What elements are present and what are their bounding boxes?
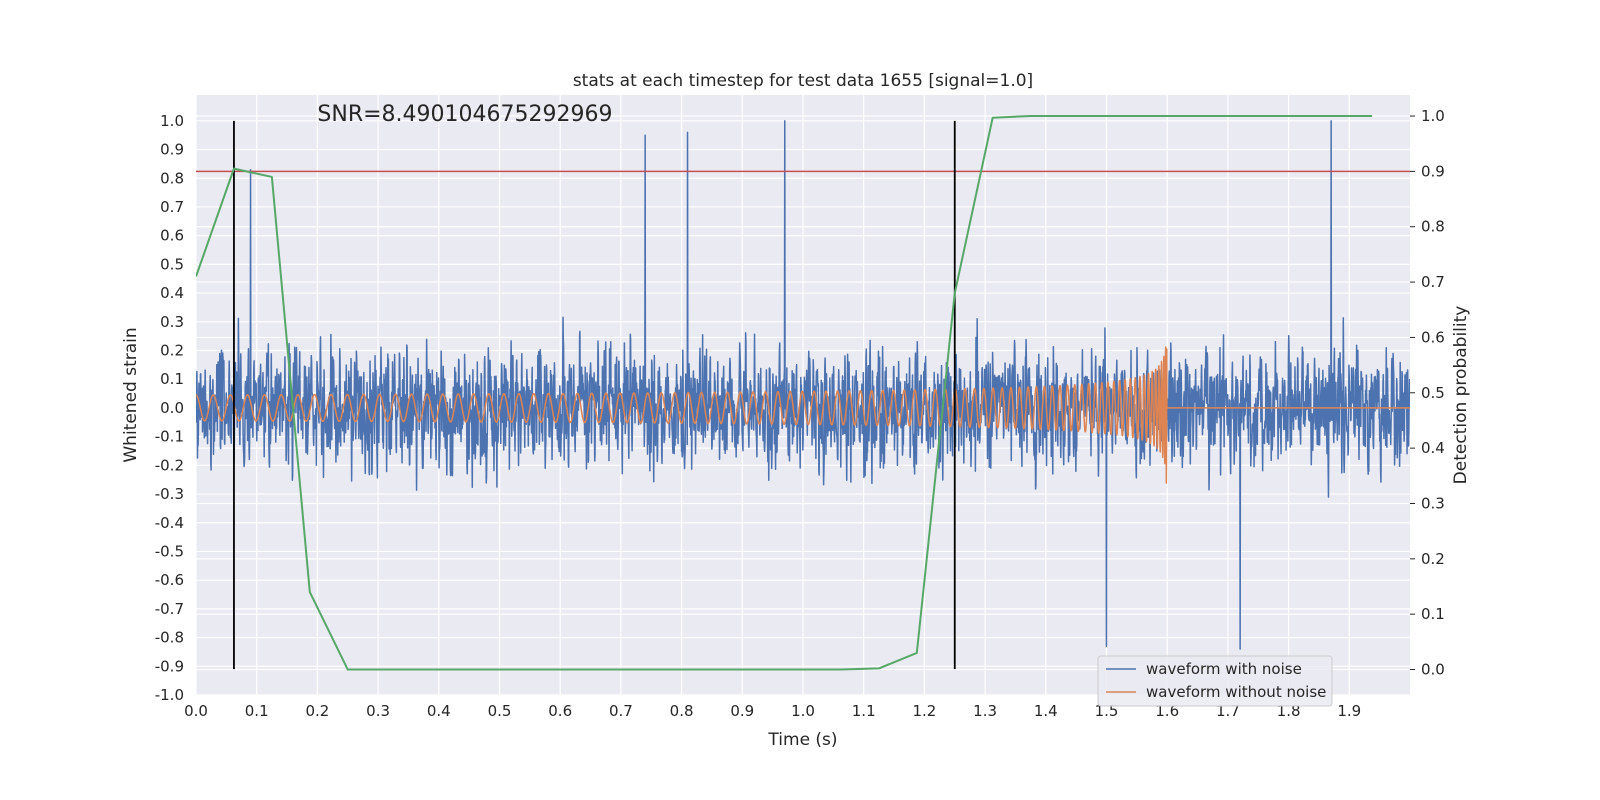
y2-tick-label: 0.3 [1421,494,1445,512]
y2-tick-label: 0.8 [1421,218,1445,236]
y-tick-label: 0.4 [160,284,184,302]
snr-annotation: SNR=8.490104675292969 [317,102,612,127]
y2-tick-label: 0.5 [1421,384,1445,402]
y-tick-label: -0.4 [155,514,184,532]
series-probability-line [196,115,1373,671]
y2-tick-label: 0.4 [1421,439,1445,457]
y-tick-label: -0.8 [155,629,184,647]
x-axis-label: Time (s) [767,730,837,750]
y-axis-label: Whitened strain [121,327,141,462]
y-tick-label: 0.6 [160,227,184,245]
legend-label-noise: waveform with noise [1146,660,1302,678]
x-tick-label: 1.0 [791,702,815,720]
x-tick-label: 0.5 [488,702,512,720]
y-tick-label: 0.5 [160,255,184,273]
legend-label-clean: waveform without noise [1146,683,1326,701]
y-tick-label: 1.0 [160,112,184,130]
x-tick-label: 1.9 [1337,702,1361,720]
y-tick-label: -0.2 [155,456,184,474]
x-tick-label: 0.8 [670,702,694,720]
y-axis-ticks: -1.0 -0.9 -0.8 -0.7 -0.6 -0.5 -0.4 -0.3 -0.2 -0.1… [155,112,184,704]
y-tick-label: -0.5 [155,542,184,560]
x-tick-label: 0.3 [366,702,390,720]
legend-box [1097,655,1333,707]
y2-tick-label: 0.2 [1421,550,1445,568]
y-tick-label: 0.3 [160,313,184,331]
x-tick-label: 1.3 [973,702,997,720]
y-tick-label: 0.8 [160,169,184,187]
y-tick-label: 0.0 [160,399,184,417]
y-tick-label: -1.0 [155,686,184,704]
x-tick-label: 1.4 [1034,702,1058,720]
y-tick-label: 0.9 [160,141,184,159]
y2-tick-label: 0.7 [1421,273,1445,291]
y2-tick-label: 0.0 [1421,661,1445,679]
x-tick-label: 0.0 [184,702,208,720]
y2-tick-label: 0.6 [1421,328,1445,346]
y2-tick-label: 0.1 [1421,605,1445,623]
legend: waveform with noise waveform without noi… [1097,655,1333,707]
x-tick-label: 0.4 [427,702,451,720]
y2-tick-label: 1.0 [1421,107,1445,125]
x-tick-label: 0.6 [548,702,572,720]
x-axis-ticks: 0.0 0.1 0.2 0.3 0.4 0.5 0.6 0.7 0.8 0.9 1.0 1.1 1.2 1… [184,702,1361,720]
y-tick-label: -0.1 [155,428,184,446]
x-tick-label: 1.2 [912,702,936,720]
x-tick-label: 0.7 [609,702,633,720]
series-clean-line [196,346,1410,484]
y2-axis-label: Detection probability [1451,306,1471,485]
chart-title: stats at each timestep for test data 165… [573,71,1033,91]
y-tick-label: -0.9 [155,657,184,675]
y-tick-label: -0.3 [155,485,184,503]
series-noise-line [196,120,1410,650]
y-tick-label: 0.1 [160,370,184,388]
x-tick-label: 0.1 [245,702,269,720]
y2-axis-ticks: 0.0 0.1 0.2 0.3 0.4 0.5 0.6 0.7 0.8 0.9 1.0 [1410,107,1445,679]
series-layer [196,115,1410,671]
y-tick-label: -0.7 [155,600,184,618]
x-tick-label: 0.2 [305,702,329,720]
y-tick-label: -0.6 [155,571,184,589]
x-tick-label: 0.9 [730,702,754,720]
y-tick-label: 0.2 [160,342,184,360]
x-tick-label: 1.1 [852,702,876,720]
y2-tick-label: 0.9 [1421,162,1445,180]
y-tick-label: 0.7 [160,198,184,216]
